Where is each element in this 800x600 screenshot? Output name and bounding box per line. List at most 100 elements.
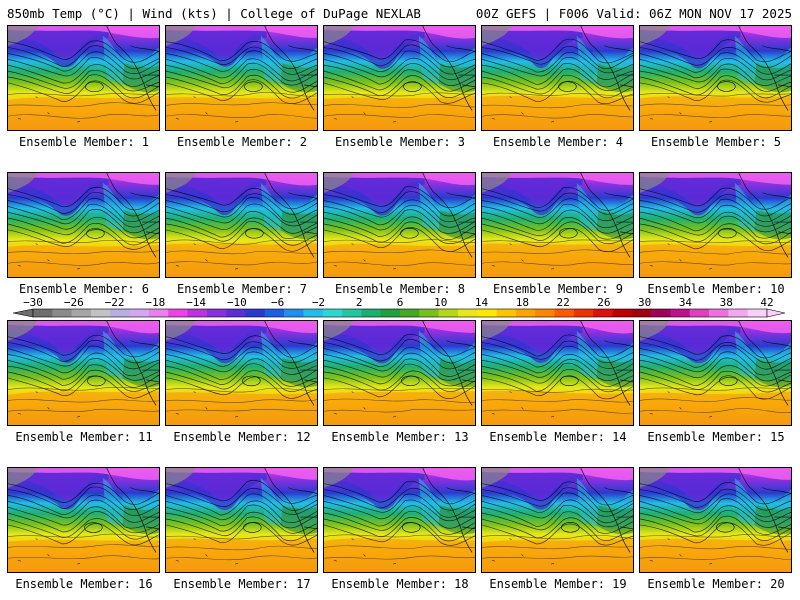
contour-line [640, 482, 791, 505]
ensemble-member-map [639, 320, 792, 426]
contour-line [640, 223, 791, 245]
contour-line [166, 41, 317, 62]
contour-line [8, 57, 159, 80]
contour-line [8, 102, 159, 107]
contour-line [166, 399, 317, 403]
green-region [122, 505, 159, 535]
contour-line [640, 522, 791, 546]
contour-line [640, 215, 791, 239]
contour-line [166, 516, 317, 542]
ensemble-member-label: Ensemble Member: 3 [334, 135, 466, 149]
coastline [264, 26, 317, 111]
contour-line [8, 387, 159, 391]
contour-line [8, 523, 159, 546]
contour-line [640, 194, 791, 217]
contour-line [324, 57, 475, 80]
contour-line [166, 261, 317, 266]
contour-line [166, 114, 317, 119]
map-graphic [640, 173, 791, 277]
contour-line [166, 387, 317, 393]
islands [175, 243, 239, 270]
coastline [422, 173, 475, 258]
contour-line [324, 39, 475, 63]
contour-line [166, 511, 317, 534]
ensemble-member-map [165, 320, 318, 426]
colorbar-left-arrow [12, 308, 34, 318]
green-region [122, 210, 159, 240]
gray-region [324, 321, 354, 341]
ensemble-member-map [481, 467, 634, 573]
ensemble-member-label: Ensemble Member: 2 [176, 135, 308, 149]
islands [17, 391, 81, 418]
cold-core [166, 321, 265, 353]
gray-region [324, 26, 354, 46]
contour-line [8, 339, 159, 364]
contour-line [324, 261, 475, 267]
colorbar-swatch [515, 309, 536, 317]
contour-line [640, 63, 791, 86]
colorbar-tick-label: −30 [23, 296, 43, 309]
gray-region [482, 321, 512, 341]
colorbar-swatch [496, 309, 517, 317]
contour-line [8, 358, 159, 381]
closed-contour [84, 522, 103, 533]
contour-line [166, 193, 317, 215]
contour-line [482, 198, 633, 222]
ensemble-member-map [165, 467, 318, 573]
colorbar-tick-label: −2 [312, 296, 325, 309]
map-graphic [166, 173, 317, 277]
closed-contour [717, 81, 736, 92]
cold-core [482, 468, 581, 500]
ensemble-member-label: Ensemble Member: 8 [334, 282, 466, 296]
contour-line [8, 51, 159, 75]
warm-air [166, 97, 317, 130]
contour-line [8, 198, 159, 222]
colorbar-swatch [419, 309, 439, 317]
islands [491, 96, 555, 123]
islands [17, 243, 81, 270]
coastline [580, 468, 633, 553]
colorbar-swatch [477, 309, 497, 317]
colorbar-swatch [303, 309, 324, 317]
contour-line [482, 546, 633, 550]
contour-line [640, 534, 791, 538]
cold-core [640, 321, 739, 354]
arctic-air [8, 321, 159, 334]
ensemble-member-map [639, 25, 792, 131]
colorbar-swatch [187, 309, 208, 317]
contour-line [324, 191, 475, 217]
closed-contour [561, 522, 580, 533]
contour-line [324, 75, 475, 99]
colorbar-swatch [535, 309, 555, 317]
arctic-air [640, 173, 791, 185]
cold-core [482, 26, 581, 59]
contour-line [482, 409, 633, 414]
coastline [264, 173, 317, 258]
contour-line [324, 114, 475, 118]
map-graphic [482, 321, 633, 425]
coastline [106, 321, 159, 406]
colorbar-swatch [457, 309, 478, 317]
ensemble-member-label: Ensemble Member: 15 [647, 430, 785, 444]
contour-line [8, 45, 159, 70]
contour-line [640, 545, 791, 550]
contour-line [482, 362, 633, 387]
contour-line [640, 510, 791, 535]
arctic-air [482, 468, 633, 481]
contour-line [324, 221, 475, 244]
contour-line [8, 92, 159, 97]
contour-line [482, 261, 633, 266]
contour-line [640, 52, 791, 75]
closed-contour [560, 375, 579, 386]
colorbar-swatch [168, 309, 188, 317]
contour-line [8, 74, 159, 99]
islands [649, 538, 713, 565]
map-graphic [8, 173, 159, 277]
colorbar-swatch [438, 309, 459, 317]
green-region [754, 63, 791, 93]
colorbar-right-arrow [766, 308, 786, 318]
map-graphic [482, 26, 633, 130]
contour-line [482, 68, 633, 92]
colorbar-swatch [284, 309, 304, 317]
gray-region [8, 468, 38, 488]
